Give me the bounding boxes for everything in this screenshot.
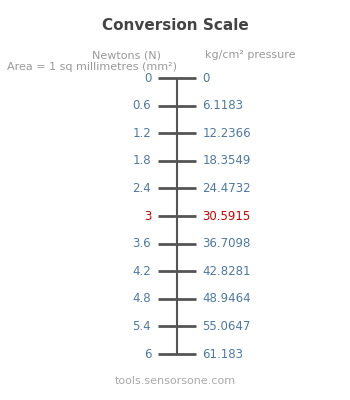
Text: Newtons (N): Newtons (N) bbox=[92, 50, 161, 60]
Text: 48.9464: 48.9464 bbox=[202, 292, 251, 305]
Text: 18.3549: 18.3549 bbox=[202, 154, 251, 167]
Text: 12.2366: 12.2366 bbox=[202, 127, 251, 140]
Text: 4.8: 4.8 bbox=[133, 292, 151, 305]
Text: 36.7098: 36.7098 bbox=[202, 237, 251, 250]
Text: 1.8: 1.8 bbox=[133, 154, 151, 167]
Text: 61.183: 61.183 bbox=[202, 348, 243, 360]
Text: Area = 1 sq millimetres (mm²): Area = 1 sq millimetres (mm²) bbox=[7, 62, 177, 72]
Text: 30.5915: 30.5915 bbox=[202, 210, 251, 222]
Text: 0.6: 0.6 bbox=[133, 99, 151, 112]
Text: 42.8281: 42.8281 bbox=[202, 265, 251, 278]
Text: 24.4732: 24.4732 bbox=[202, 182, 251, 195]
Text: 0: 0 bbox=[144, 72, 151, 84]
Text: Conversion Scale: Conversion Scale bbox=[102, 18, 248, 33]
Text: 1.2: 1.2 bbox=[132, 127, 151, 140]
Text: 3.6: 3.6 bbox=[133, 237, 151, 250]
Text: 5.4: 5.4 bbox=[133, 320, 151, 333]
Text: kg/cm² pressure: kg/cm² pressure bbox=[205, 50, 295, 60]
Text: 2.4: 2.4 bbox=[132, 182, 151, 195]
Text: 6.1183: 6.1183 bbox=[202, 99, 243, 112]
Text: 0: 0 bbox=[202, 72, 210, 84]
Text: 3: 3 bbox=[144, 210, 151, 222]
Text: 55.0647: 55.0647 bbox=[202, 320, 251, 333]
Text: tools.sensorsone.com: tools.sensorsone.com bbox=[114, 376, 236, 386]
Text: 6: 6 bbox=[144, 348, 151, 360]
Text: 4.2: 4.2 bbox=[132, 265, 151, 278]
